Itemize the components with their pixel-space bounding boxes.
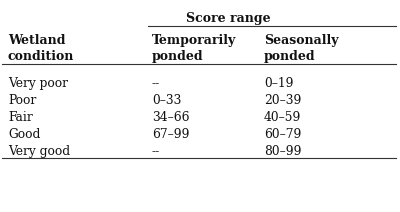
Text: 40–59: 40–59	[264, 111, 301, 124]
Text: Wetland
condition: Wetland condition	[8, 34, 74, 63]
Text: Fair: Fair	[8, 111, 33, 124]
Text: 34–66: 34–66	[152, 111, 190, 124]
Text: 60–79: 60–79	[264, 128, 301, 141]
Text: Good: Good	[8, 128, 40, 141]
Text: 67–99: 67–99	[152, 128, 190, 141]
Text: 0–33: 0–33	[152, 94, 181, 107]
Text: Temporarily
ponded: Temporarily ponded	[152, 34, 236, 63]
Text: Very good: Very good	[8, 145, 70, 158]
Text: --: --	[152, 145, 160, 158]
Text: Score range: Score range	[186, 12, 270, 25]
Text: --: --	[152, 77, 160, 90]
Text: Very poor: Very poor	[8, 77, 68, 90]
Text: 80–99: 80–99	[264, 145, 302, 158]
Text: Seasonally
ponded: Seasonally ponded	[264, 34, 338, 63]
Text: 0–19: 0–19	[264, 77, 294, 90]
Text: Poor: Poor	[8, 94, 36, 107]
Text: 20–39: 20–39	[264, 94, 301, 107]
